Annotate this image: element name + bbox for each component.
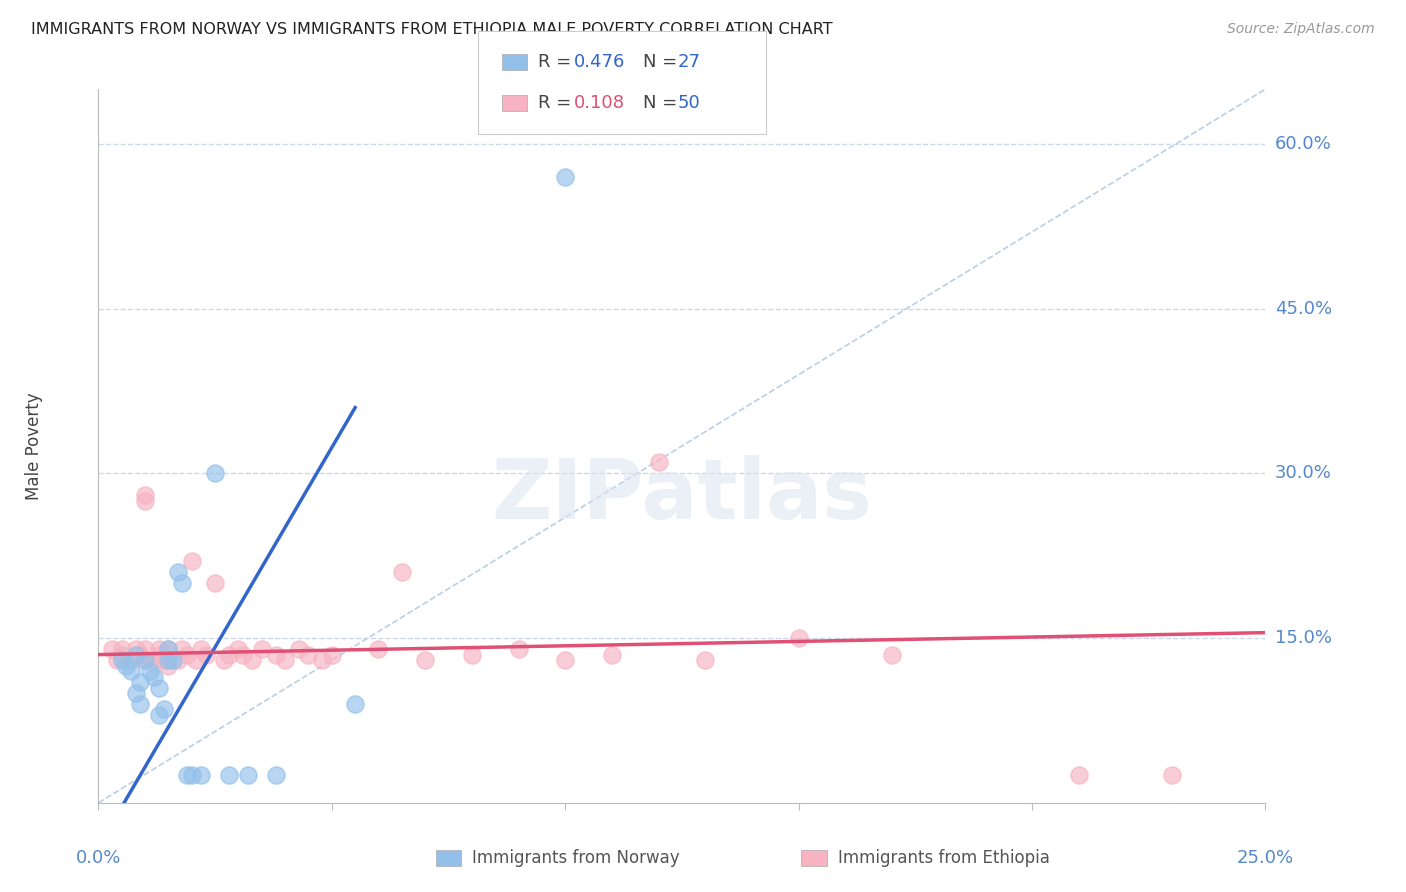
Point [105, 653, 128, 667]
Point [236, 768, 259, 782]
Point [148, 648, 170, 662]
Point [288, 642, 311, 657]
Point [311, 653, 333, 667]
Point [148, 642, 170, 657]
Text: IMMIGRANTS FROM NORWAY VS IMMIGRANTS FROM ETHIOPIA MALE POVERTY CORRELATION CHAR: IMMIGRANTS FROM NORWAY VS IMMIGRANTS FRO… [31, 22, 832, 37]
Point [461, 648, 484, 662]
Point [232, 648, 254, 662]
Point [152, 653, 174, 667]
Text: R =: R = [538, 94, 578, 112]
Point [508, 642, 530, 657]
Point [176, 768, 198, 782]
Text: Immigrants from Ethiopia: Immigrants from Ethiopia [838, 849, 1050, 867]
Text: 15.0%: 15.0% [1275, 629, 1331, 647]
Point [264, 768, 287, 782]
Point [125, 642, 148, 657]
Point [186, 653, 208, 667]
Point [162, 653, 184, 667]
Text: 0.108: 0.108 [574, 94, 624, 112]
Point [647, 455, 669, 469]
Point [129, 697, 152, 711]
Point [101, 642, 124, 657]
Point [880, 648, 903, 662]
Point [1161, 768, 1184, 782]
Point [129, 675, 152, 690]
Point [242, 653, 264, 667]
Point [180, 554, 202, 568]
Text: R =: R = [538, 54, 578, 71]
Point [344, 697, 367, 711]
Point [111, 653, 134, 667]
Point [218, 768, 240, 782]
Point [554, 169, 576, 184]
Point [157, 642, 180, 657]
Point [250, 642, 273, 657]
Point [176, 648, 198, 662]
Point [194, 648, 217, 662]
Point [264, 648, 287, 662]
Text: 0.476: 0.476 [574, 54, 626, 71]
Point [166, 653, 188, 667]
Point [214, 653, 236, 667]
Point [600, 648, 623, 662]
Text: N =: N = [643, 54, 682, 71]
Point [134, 653, 156, 667]
Point [695, 653, 717, 667]
Point [787, 631, 810, 645]
Point [413, 653, 436, 667]
Text: 0.0%: 0.0% [76, 849, 121, 867]
Point [228, 642, 250, 657]
Point [166, 566, 188, 580]
Text: 45.0%: 45.0% [1275, 300, 1331, 318]
Point [139, 664, 162, 678]
Point [111, 648, 134, 662]
Text: Male Poverty: Male Poverty [25, 392, 44, 500]
Point [274, 653, 297, 667]
Point [111, 642, 134, 657]
Text: Source: ZipAtlas.com: Source: ZipAtlas.com [1227, 22, 1375, 37]
Point [157, 653, 180, 667]
Text: 27: 27 [678, 54, 700, 71]
Point [152, 702, 174, 716]
Point [143, 653, 166, 667]
Point [134, 488, 156, 502]
Point [125, 648, 148, 662]
Text: N =: N = [643, 94, 682, 112]
Point [190, 768, 212, 782]
Point [218, 648, 240, 662]
Point [120, 653, 142, 667]
Point [554, 653, 576, 667]
Text: 60.0%: 60.0% [1275, 135, 1331, 153]
Point [190, 642, 212, 657]
Point [134, 653, 156, 667]
Point [180, 768, 202, 782]
Text: 30.0%: 30.0% [1275, 465, 1331, 483]
Point [391, 566, 413, 580]
Point [134, 494, 156, 508]
Point [148, 681, 170, 695]
Point [297, 648, 319, 662]
Point [321, 648, 343, 662]
Point [120, 664, 142, 678]
Text: 50: 50 [678, 94, 700, 112]
Text: ZIPatlas: ZIPatlas [492, 456, 872, 536]
Point [148, 708, 170, 723]
Text: Immigrants from Norway: Immigrants from Norway [472, 849, 681, 867]
Point [143, 669, 166, 683]
Point [129, 648, 152, 662]
Point [1067, 768, 1090, 782]
Point [157, 658, 180, 673]
Point [172, 576, 194, 591]
Point [115, 658, 138, 673]
Text: 25.0%: 25.0% [1237, 849, 1294, 867]
Point [125, 686, 148, 700]
Point [204, 467, 226, 481]
Point [204, 576, 226, 591]
Point [172, 642, 194, 657]
Point [157, 642, 180, 657]
Point [134, 642, 156, 657]
Point [367, 642, 389, 657]
